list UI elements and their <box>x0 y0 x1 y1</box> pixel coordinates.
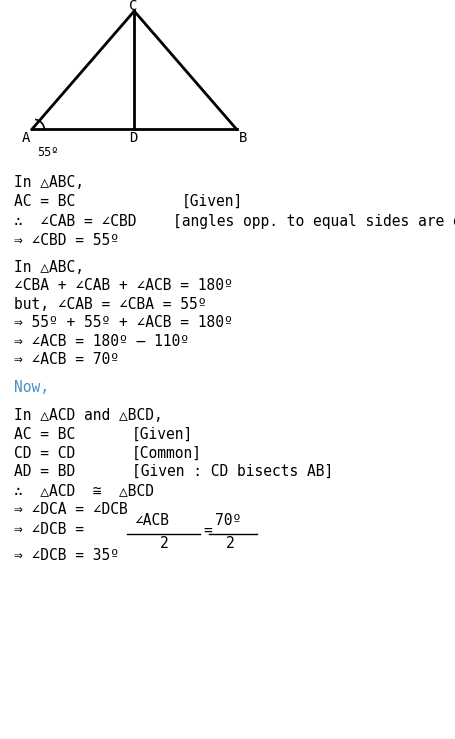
Text: [Given : CD bisects AB]: [Given : CD bisects AB] <box>132 464 333 479</box>
Text: B: B <box>239 132 248 145</box>
Text: ∴  △ACD  ≅  △BCD: ∴ △ACD ≅ △BCD <box>14 483 154 498</box>
Text: Now,: Now, <box>14 381 49 395</box>
Text: In △ACD and △BCD,: In △ACD and △BCD, <box>14 408 162 423</box>
Text: In △ABC,: In △ABC, <box>14 260 84 275</box>
Text: ⇒ 55º + 55º + ∠ACB = 180º: ⇒ 55º + 55º + ∠ACB = 180º <box>14 316 233 330</box>
Text: [Given]: [Given] <box>132 427 193 442</box>
Text: ⇒ ∠DCA = ∠DCB: ⇒ ∠DCA = ∠DCB <box>14 502 127 517</box>
Text: AD = BD: AD = BD <box>14 464 75 479</box>
Text: 70º: 70º <box>215 513 241 528</box>
Text: ∠CBA + ∠CAB + ∠ACB = 180º: ∠CBA + ∠CAB + ∠ACB = 180º <box>14 279 233 293</box>
Text: ⇒ ∠ACB = 70º: ⇒ ∠ACB = 70º <box>14 353 119 367</box>
Text: [Common]: [Common] <box>132 446 202 460</box>
Text: In △ABC,: In △ABC, <box>14 175 84 190</box>
Text: =: = <box>204 522 212 537</box>
Text: ⇒ ∠DCB =: ⇒ ∠DCB = <box>14 522 92 537</box>
Text: 2: 2 <box>226 537 235 551</box>
Text: A: A <box>21 132 30 145</box>
Text: [angles opp. to equal sides are equal]: [angles opp. to equal sides are equal] <box>173 214 455 229</box>
Text: ∴  ∠CAB = ∠CBD: ∴ ∠CAB = ∠CBD <box>14 214 136 229</box>
Text: ⇒ ∠DCB = 35º: ⇒ ∠DCB = 35º <box>14 548 119 563</box>
Text: ∠ACB: ∠ACB <box>134 513 169 528</box>
Text: ⇒ ∠CBD = 55º: ⇒ ∠CBD = 55º <box>14 234 119 248</box>
Text: 55º: 55º <box>37 146 59 159</box>
Text: C: C <box>129 0 137 13</box>
Text: 2: 2 <box>160 537 169 551</box>
Text: AC = BC: AC = BC <box>14 194 75 209</box>
Text: AC = BC: AC = BC <box>14 427 75 442</box>
Text: [Given]: [Given] <box>182 194 243 209</box>
Text: CD = CD: CD = CD <box>14 446 75 460</box>
Text: but, ∠CAB = ∠CBA = 55º: but, ∠CAB = ∠CBA = 55º <box>14 297 206 312</box>
Text: ⇒ ∠ACB = 180º – 110º: ⇒ ∠ACB = 180º – 110º <box>14 334 189 349</box>
Text: D: D <box>129 132 137 145</box>
